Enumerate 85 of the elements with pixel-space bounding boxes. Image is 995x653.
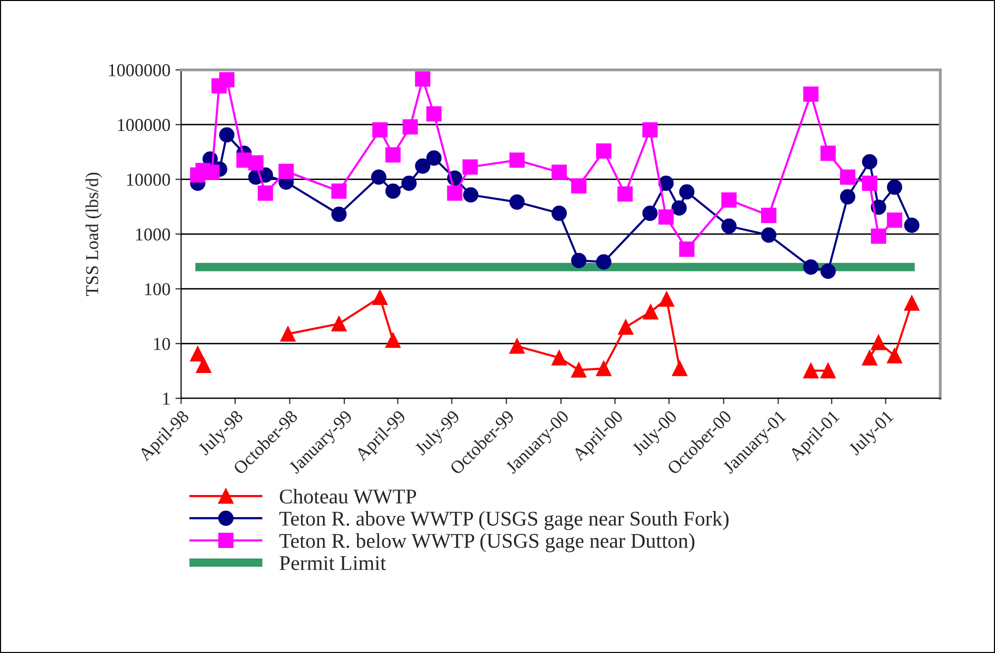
- point: [679, 184, 694, 200]
- point: [248, 155, 264, 171]
- point: [415, 158, 430, 174]
- point: [870, 228, 886, 244]
- point: [679, 242, 694, 257]
- legend-label: Teton R. below WWTP (USGS gage near Dutton): [279, 533, 694, 552]
- point: [571, 362, 586, 378]
- point: [426, 150, 442, 166]
- y-tick-label: 10: [154, 338, 170, 350]
- point: [721, 218, 737, 234]
- point: [509, 194, 525, 210]
- point: [552, 206, 567, 221]
- point: [862, 154, 878, 170]
- point: [552, 164, 567, 180]
- point: [642, 206, 658, 221]
- point: [803, 86, 819, 102]
- point: [372, 122, 388, 138]
- legend-label: Permit Limit: [280, 556, 386, 570]
- point: [596, 143, 612, 159]
- point: [904, 295, 920, 311]
- y-tick-label: 100000: [118, 118, 170, 132]
- y-tick-label: 1000: [136, 228, 170, 241]
- point: [596, 254, 612, 270]
- point: [862, 350, 878, 366]
- point: [509, 338, 525, 354]
- point: [904, 218, 920, 233]
- point: [372, 290, 388, 305]
- point: [280, 326, 296, 342]
- point: [219, 127, 234, 142]
- point: [196, 358, 212, 374]
- point: [571, 178, 586, 194]
- point: [803, 259, 819, 275]
- legend-label: Choteau WWTP: [280, 488, 416, 504]
- point: [820, 264, 836, 279]
- point: [761, 227, 776, 243]
- y-tick-label: 1000000: [109, 64, 170, 76]
- point: [596, 360, 612, 376]
- point: [402, 119, 418, 134]
- point: [204, 164, 220, 180]
- point: [886, 180, 902, 195]
- point: [331, 183, 347, 199]
- point: [509, 152, 525, 168]
- point: [371, 169, 386, 185]
- point: [840, 189, 856, 204]
- point: [642, 122, 658, 138]
- point: [658, 291, 674, 307]
- point: [886, 212, 902, 228]
- point: [278, 164, 294, 179]
- y-tick-label: 10000: [127, 174, 170, 186]
- point: [618, 319, 634, 335]
- y-tick-label: 100: [145, 283, 170, 296]
- point: [870, 334, 886, 350]
- point: [258, 186, 274, 201]
- legend-label: Teton R. above WWTP (USGS gage near South Fork): [279, 511, 729, 530]
- point: [721, 192, 737, 208]
- point: [401, 176, 417, 191]
- point: [462, 159, 478, 175]
- point: [862, 176, 878, 191]
- point: [617, 186, 633, 202]
- point: [761, 208, 776, 223]
- point: [571, 252, 586, 268]
- point: [672, 360, 688, 376]
- point: [385, 147, 401, 163]
- point: [415, 71, 430, 87]
- point: [671, 200, 687, 216]
- point: [426, 106, 442, 122]
- point: [658, 209, 674, 225]
- point: [886, 348, 902, 364]
- point: [642, 304, 658, 320]
- point: [385, 183, 401, 199]
- point: [190, 346, 206, 362]
- point: [331, 316, 347, 332]
- point: [447, 186, 462, 201]
- point: [463, 187, 478, 203]
- point: [331, 206, 347, 222]
- point: [658, 176, 674, 191]
- y-axis-title: TSS Load (lbs/d): [86, 172, 102, 296]
- point: [840, 169, 856, 185]
- point: [552, 350, 567, 366]
- y-tick-label: 1: [163, 392, 170, 405]
- point: [820, 146, 836, 161]
- point: [803, 363, 819, 378]
- point: [820, 363, 836, 378]
- point: [219, 72, 234, 88]
- point: [385, 332, 401, 348]
